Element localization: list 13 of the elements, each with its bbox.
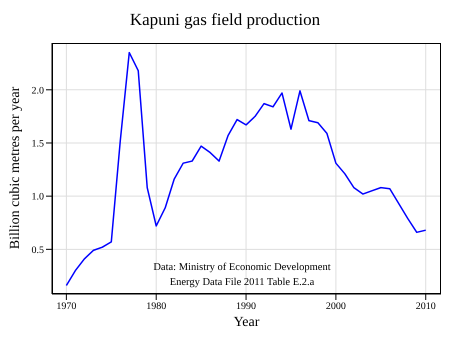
y-axis-title: Billion cubic metres per year <box>8 85 24 251</box>
y-tick-label: 1.5 <box>32 138 44 150</box>
x-tick-label: 1980 <box>146 301 166 312</box>
y-tick-label: 2.0 <box>32 85 44 96</box>
x-axis-title: Year <box>232 315 260 331</box>
annotation: Data: Ministry of Economic Development Energy Data File 2011 Table E.2.a <box>152 261 332 290</box>
y-tick-label: 1.0 <box>32 192 44 203</box>
x-tick-label: 2000 <box>326 301 346 312</box>
y-tick-label: 0.5 <box>32 244 44 256</box>
x-tick-label: 1970 <box>56 301 76 312</box>
chart-title: Kapuni gas field production <box>128 10 322 30</box>
x-tick-label: 1990 <box>236 301 256 312</box>
x-tick-label: 2010 <box>416 301 436 312</box>
